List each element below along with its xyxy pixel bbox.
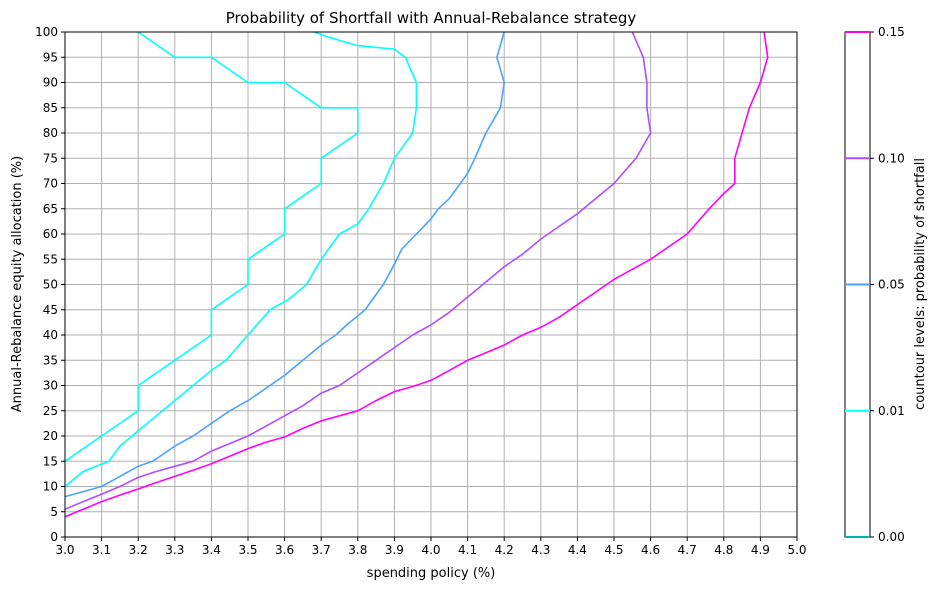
y-tick-label: 60 (43, 227, 58, 241)
y-tick-label: 75 (43, 151, 58, 165)
colorbar-tick-label: 0.10 (878, 151, 905, 165)
y-tick-label: 15 (43, 454, 58, 468)
x-tick-label: 3.9 (385, 543, 404, 557)
y-tick-label: 65 (43, 202, 58, 216)
y-tick-label: 50 (43, 278, 58, 292)
x-tick-label: 4.5 (604, 543, 623, 557)
grid-layer (64, 31, 798, 538)
x-tick-label: 3.1 (92, 543, 111, 557)
x-axis-ticks: 3.0 3.1 3.2 3.3 3.4 3.5 3.6 3.7 3.8 3.9 4.0 4.1 4.2 4… (55, 537, 807, 557)
colorbar: 0.00 0.01 0.05 0.10 0.15 countour levels: pr… (844, 25, 928, 544)
x-axis-label: spending policy (%) (367, 566, 496, 581)
x-tick-label: 4.6 (641, 543, 660, 557)
y-tick-label: 80 (43, 126, 58, 140)
contour-line-0-10-4 (64, 31, 769, 518)
y-tick-label: 25 (43, 404, 58, 418)
y-tick-label: 55 (43, 252, 58, 266)
y-tick-label: 35 (43, 353, 58, 367)
y-tick-label: 30 (43, 379, 58, 393)
colorbar-tick-label: 0.15 (878, 25, 905, 39)
colorbar-label: countour levels: probability of shortfal… (913, 158, 928, 410)
contour-line-0-05-2 (64, 31, 506, 498)
y-tick-label: 100 (35, 25, 58, 39)
contour-lines (64, 31, 769, 518)
x-tick-label: 4.8 (714, 543, 733, 557)
y-tick-label: 85 (43, 101, 58, 115)
y-tick-label: 95 (43, 50, 58, 64)
y-tick-label: 10 (43, 480, 58, 494)
contour-line-0-10-3 (64, 31, 652, 510)
x-tick-label: 4.1 (458, 543, 477, 557)
y-tick-label: 70 (43, 177, 58, 191)
contour-line-0-01-0 (64, 31, 359, 462)
x-tick-label: 5.0 (787, 543, 806, 557)
x-tick-label: 4.2 (495, 543, 514, 557)
contour-line-0-01-1 (64, 31, 418, 488)
y-tick-label: 45 (43, 303, 58, 317)
x-tick-label: 3.0 (55, 543, 74, 557)
y-tick-label: 20 (43, 429, 58, 443)
y-axis-ticks: 0 5 10 15 20 25 30 35 40 45 50 55 60 65 70 75 80 85 90 95 10… (35, 25, 65, 544)
x-tick-label: 4.7 (678, 543, 697, 557)
x-tick-label: 3.7 (312, 543, 331, 557)
x-tick-label: 4.0 (421, 543, 440, 557)
x-tick-label: 4.4 (568, 543, 587, 557)
y-tick-label: 5 (50, 505, 58, 519)
x-tick-label: 3.4 (202, 543, 221, 557)
colorbar-tick-label: 0.05 (878, 278, 905, 292)
colorbar-tick-label: 0.01 (878, 404, 905, 418)
y-tick-label: 0 (50, 530, 58, 544)
x-tick-label: 3.5 (238, 543, 257, 557)
chart-title: Probability of Shortfall with Annual-Reb… (226, 9, 637, 27)
x-tick-label: 3.8 (348, 543, 367, 557)
x-tick-label: 3.3 (165, 543, 184, 557)
x-tick-label: 3.6 (275, 543, 294, 557)
y-axis-label: Annual-Rebalance equity allocation (%) (10, 156, 25, 412)
x-tick-label: 4.3 (531, 543, 550, 557)
y-tick-label: 90 (43, 76, 58, 90)
x-tick-label: 3.2 (129, 543, 148, 557)
colorbar-tick-label: 0.00 (878, 530, 905, 544)
x-tick-label: 4.9 (751, 543, 770, 557)
y-tick-label: 40 (43, 328, 58, 342)
colorbar-levels: 0.00 0.01 0.05 0.10 0.15 (845, 25, 905, 544)
